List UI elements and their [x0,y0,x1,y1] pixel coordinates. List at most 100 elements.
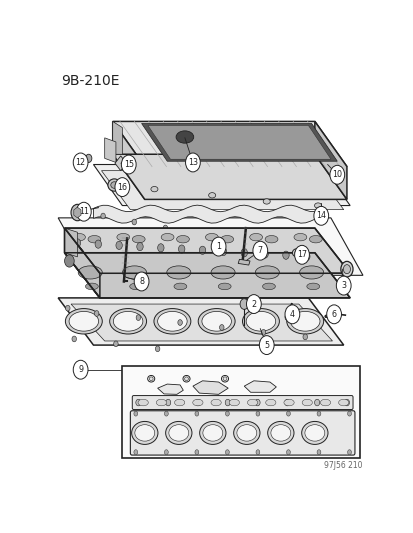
Circle shape [76,202,91,221]
Ellipse shape [299,266,323,279]
Text: 10: 10 [332,170,342,179]
Ellipse shape [294,251,299,255]
Ellipse shape [223,377,226,381]
Ellipse shape [338,399,348,406]
Ellipse shape [108,179,121,191]
Circle shape [85,154,92,163]
Polygon shape [112,122,145,199]
Text: 1: 1 [216,242,221,251]
Ellipse shape [176,236,189,243]
Ellipse shape [262,283,275,290]
Circle shape [101,213,105,219]
Ellipse shape [192,399,202,406]
Ellipse shape [267,422,293,445]
Circle shape [194,231,198,237]
Text: 17: 17 [296,251,306,259]
Polygon shape [64,253,349,298]
Ellipse shape [249,233,262,241]
Ellipse shape [263,199,270,204]
Circle shape [294,245,309,264]
Polygon shape [93,165,349,206]
Circle shape [316,411,320,416]
Ellipse shape [184,377,188,381]
Circle shape [302,334,307,340]
Text: 2: 2 [251,300,256,309]
Circle shape [133,411,138,416]
Ellipse shape [304,425,324,441]
Polygon shape [314,122,346,199]
Ellipse shape [131,422,158,445]
Ellipse shape [242,309,279,334]
Ellipse shape [208,192,215,198]
Ellipse shape [292,248,301,257]
Ellipse shape [246,311,275,331]
Ellipse shape [211,399,221,406]
Ellipse shape [270,425,290,441]
Circle shape [72,336,76,342]
Ellipse shape [135,425,154,441]
Circle shape [286,450,290,455]
Ellipse shape [247,399,257,406]
Polygon shape [64,228,100,298]
Ellipse shape [264,236,277,243]
Circle shape [165,399,170,406]
Circle shape [164,450,168,455]
Circle shape [64,255,74,267]
Circle shape [255,450,259,455]
Circle shape [225,450,229,455]
Ellipse shape [154,309,190,334]
Ellipse shape [122,266,146,279]
Ellipse shape [199,422,225,445]
Polygon shape [244,381,276,392]
Ellipse shape [314,203,321,208]
Text: 4: 4 [289,310,294,319]
Ellipse shape [229,399,239,406]
Circle shape [225,411,229,416]
Ellipse shape [198,309,235,334]
Polygon shape [64,228,77,257]
Ellipse shape [138,399,148,406]
Ellipse shape [233,422,259,445]
Circle shape [284,305,299,324]
Circle shape [121,155,136,174]
Circle shape [73,360,88,379]
Ellipse shape [157,311,187,331]
Circle shape [254,399,259,406]
Circle shape [246,295,261,313]
Text: 5: 5 [263,341,268,350]
Ellipse shape [211,266,235,279]
Text: 15: 15 [123,160,133,169]
Circle shape [259,336,273,354]
Circle shape [316,450,320,455]
Circle shape [303,252,309,261]
Ellipse shape [293,233,306,241]
Text: 12: 12 [76,158,85,167]
Ellipse shape [116,233,129,241]
Polygon shape [93,205,324,223]
Circle shape [95,240,101,248]
Ellipse shape [202,311,231,331]
Circle shape [71,204,83,221]
Circle shape [74,239,81,247]
Text: 9: 9 [78,365,83,374]
Ellipse shape [176,131,193,143]
Circle shape [240,248,247,257]
Text: 3: 3 [340,281,345,290]
Ellipse shape [236,425,256,441]
Circle shape [136,314,140,320]
Polygon shape [64,228,349,273]
Circle shape [115,177,129,197]
Ellipse shape [72,233,85,241]
Text: 16: 16 [117,183,127,191]
Ellipse shape [174,399,184,406]
Ellipse shape [109,309,146,334]
Polygon shape [112,154,346,199]
Text: 11: 11 [78,207,89,216]
Ellipse shape [202,425,222,441]
Circle shape [344,399,349,406]
Ellipse shape [290,311,319,331]
Circle shape [134,272,149,291]
Circle shape [314,399,319,406]
Circle shape [164,411,168,416]
Circle shape [73,153,88,172]
